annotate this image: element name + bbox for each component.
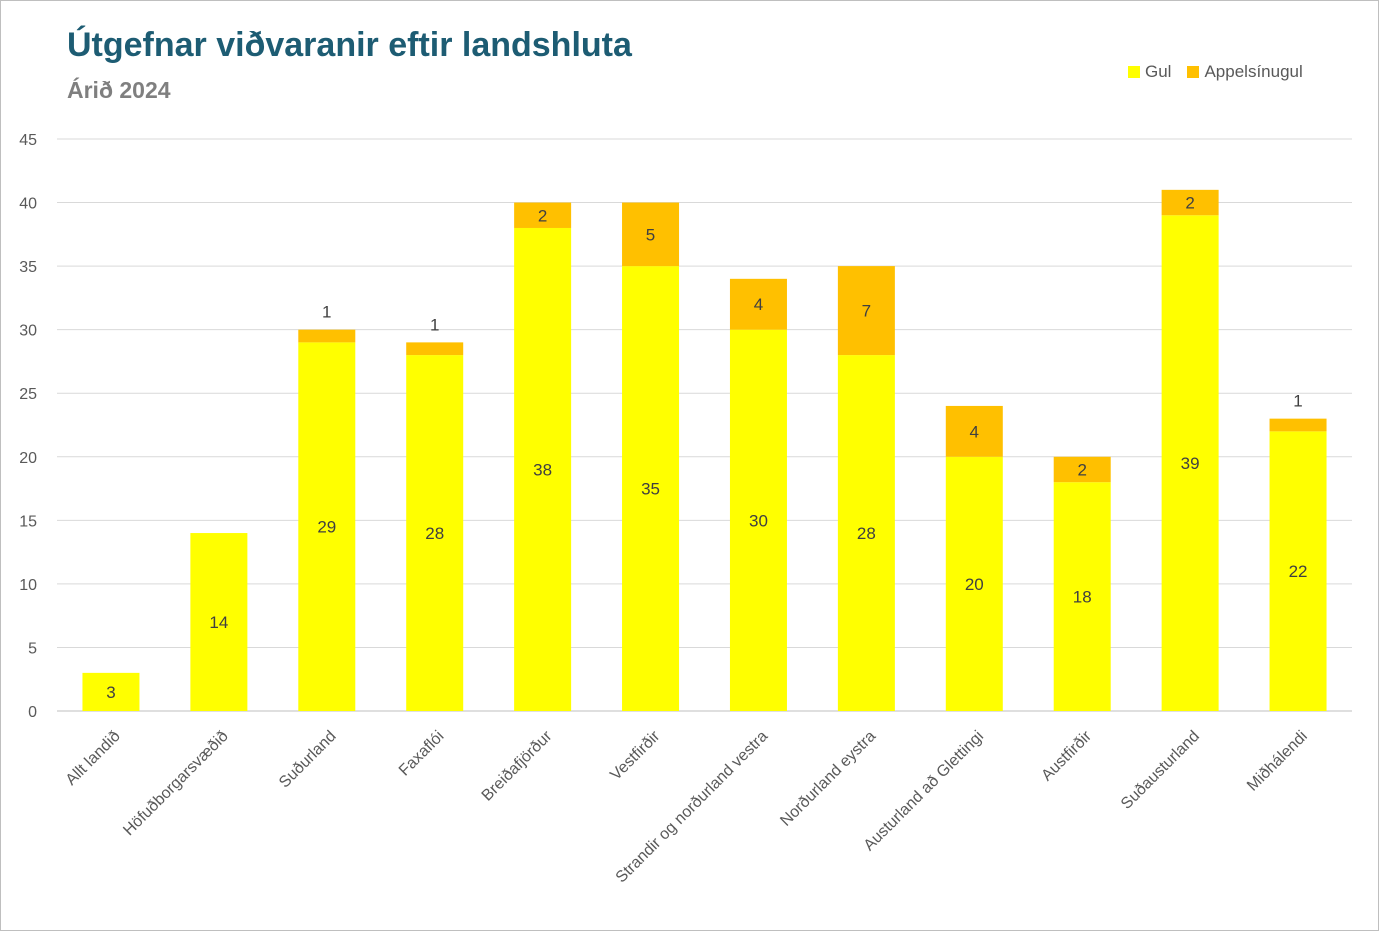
- category-label: Miðhálendi: [1244, 728, 1311, 795]
- bar-gul: [837, 355, 895, 711]
- chart-subtitle: Árið 2024: [67, 77, 171, 103]
- bar-appelsinugul: [1269, 418, 1327, 432]
- chart-legend: Gul Appelsínugul: [1128, 62, 1319, 82]
- data-label-appelsinugul: 2: [538, 206, 547, 225]
- y-tick-label: 5: [28, 640, 37, 657]
- data-label-gul: 20: [965, 575, 984, 594]
- bar-appelsinugul: [514, 202, 572, 228]
- category-label: Suðurland: [276, 728, 340, 792]
- data-label-gul: 28: [857, 524, 876, 543]
- bar-appelsinugul: [729, 278, 787, 330]
- bar-gul: [945, 456, 1003, 711]
- data-label-gul: 18: [1073, 588, 1092, 607]
- legend-label-gul: Gul: [1145, 62, 1172, 81]
- data-label-appelsinugul: 1: [430, 315, 439, 334]
- y-tick-label: 30: [19, 323, 37, 340]
- data-label-appelsinugul: 1: [1293, 392, 1302, 411]
- category-label: Faxaflói: [396, 728, 448, 780]
- data-label-appelsinugul: 5: [646, 225, 655, 244]
- data-label-gul: 3: [106, 683, 115, 702]
- legend-item-appelsinugul: Appelsínugul: [1187, 62, 1303, 82]
- data-label-appelsinugul: 4: [970, 422, 979, 441]
- data-label-gul: 38: [533, 460, 552, 479]
- bar-appelsinugul: [837, 266, 895, 356]
- bar-appelsinugul: [945, 405, 1003, 457]
- bar-appelsinugul: [406, 342, 464, 356]
- bar-appelsinugul: [622, 202, 680, 267]
- data-label-appelsinugul: 7: [862, 302, 871, 321]
- category-label: Suðausturland: [1118, 728, 1203, 813]
- bar-gul: [622, 266, 680, 711]
- bar-appelsinugul: [1053, 456, 1111, 483]
- bar-gul: [1269, 431, 1327, 711]
- bar-gul: [1161, 215, 1219, 711]
- y-tick-label: 45: [19, 132, 37, 149]
- data-label-gul: 28: [425, 524, 444, 543]
- legend-swatch-appelsinugul: [1187, 66, 1200, 78]
- data-label-appelsinugul: 2: [1185, 194, 1194, 213]
- y-tick-label: 35: [19, 259, 37, 276]
- bar-appelsinugul: [298, 329, 356, 343]
- y-tick-label: 15: [19, 513, 37, 530]
- bar-appelsinugul: [1161, 189, 1219, 216]
- data-label-gul: 14: [209, 613, 228, 632]
- legend-swatch-gul: [1128, 66, 1140, 78]
- y-tick-label: 0: [28, 704, 37, 721]
- category-label: Allt landið: [63, 728, 124, 789]
- data-label-gul: 39: [1181, 454, 1200, 473]
- category-label: Höfuðborgarsvæðið: [120, 728, 231, 839]
- legend-label-appelsinugul: Appelsínugul: [1204, 62, 1303, 81]
- data-label-appelsinugul: 4: [754, 295, 763, 314]
- bar-gul: [514, 227, 572, 711]
- bar-gul: [298, 342, 356, 711]
- chart-title: Útgefnar viðvaranir eftir landshluta: [67, 26, 632, 64]
- category-label: Austurland að Glettingi: [861, 728, 987, 854]
- legend-item-gul: Gul: [1128, 62, 1171, 82]
- bar-gul: [190, 533, 248, 711]
- data-label-gul: 22: [1289, 562, 1308, 581]
- category-label: Breiðafjörður: [479, 727, 556, 804]
- bar-gul: [406, 355, 464, 711]
- data-label-appelsinugul: 1: [322, 303, 331, 322]
- y-tick-label: 40: [19, 196, 37, 213]
- y-tick-label: 20: [19, 450, 37, 467]
- category-label: Vestfirðir: [607, 727, 664, 784]
- data-label-gul: 30: [749, 511, 768, 530]
- bar-gul: [82, 672, 140, 711]
- category-label: Norðurland eystra: [777, 728, 879, 830]
- data-label-gul: 35: [641, 480, 660, 499]
- category-label: Austfirðir: [1038, 727, 1095, 784]
- bar-gul: [1053, 482, 1111, 711]
- y-tick-label: 10: [19, 577, 37, 594]
- data-label-gul: 29: [317, 518, 336, 537]
- y-tick-label: 25: [19, 386, 37, 403]
- data-label-appelsinugul: 2: [1077, 460, 1086, 479]
- bar-gul: [729, 329, 787, 711]
